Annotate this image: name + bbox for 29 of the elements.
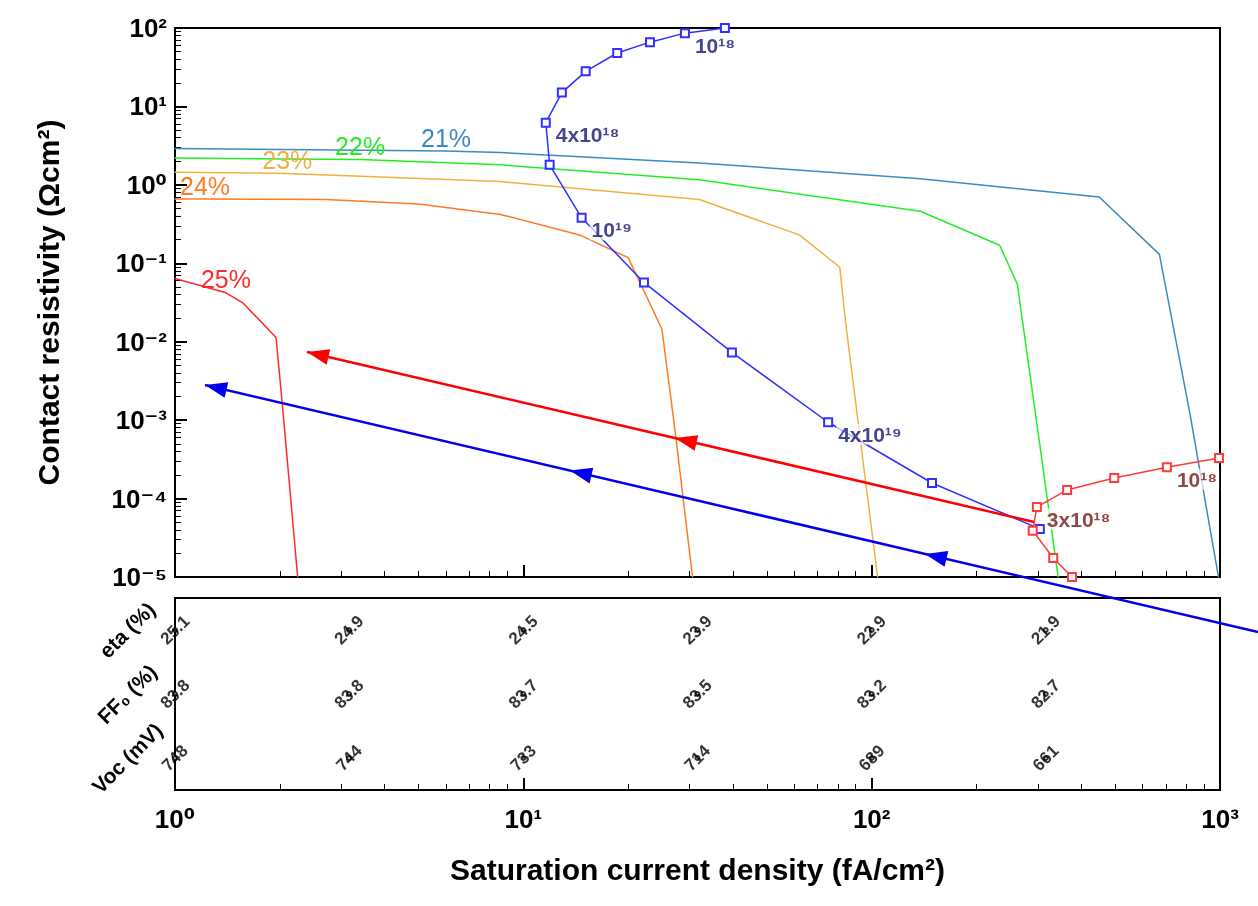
y-tick-label: eta (%) bbox=[94, 597, 160, 663]
series-label: 21% bbox=[421, 123, 472, 152]
x-tick-label: 10³ bbox=[1201, 804, 1240, 834]
y-tick-label: 10⁻³ bbox=[115, 405, 168, 436]
data-label: 689 bbox=[854, 741, 889, 775]
y-tick-label: 10⁻⁵ bbox=[112, 562, 167, 592]
y-tick-label: 10⁻¹ bbox=[115, 248, 167, 279]
annotation: 10¹⁸ bbox=[694, 33, 736, 57]
data-label: 733 bbox=[506, 741, 541, 775]
annotation: 3x10¹⁸ bbox=[1046, 507, 1111, 531]
series-label: 25% bbox=[200, 265, 251, 294]
y-tick-label: 10² bbox=[129, 13, 168, 43]
annotation: 4x10¹⁹ bbox=[838, 422, 902, 446]
series-label: 24% bbox=[180, 171, 231, 200]
x-tick-label: 10¹ bbox=[504, 804, 543, 834]
x-tick-label: 10² bbox=[852, 804, 891, 834]
x-axis-title: Saturation current density (fA/cm²) bbox=[449, 852, 946, 886]
y-tick-label: 10⁻² bbox=[115, 326, 168, 357]
annotation: 10¹⁹ bbox=[591, 218, 632, 242]
y-tick-label: 10⁻⁴ bbox=[111, 483, 167, 514]
x-tick-label: 10⁰ bbox=[154, 804, 196, 834]
annotation: 10¹⁸ bbox=[1176, 467, 1218, 491]
data-label: 661 bbox=[1028, 741, 1063, 775]
annotation: 4x10¹⁸ bbox=[555, 123, 620, 147]
y-tick-label: 10¹ bbox=[129, 91, 167, 122]
data-label: 714 bbox=[680, 740, 715, 775]
data-label: 744 bbox=[332, 740, 367, 775]
y-tick-label: 10⁰ bbox=[126, 169, 167, 200]
y-axis-title: Contact resistivity (Ωcm²) bbox=[31, 119, 65, 486]
